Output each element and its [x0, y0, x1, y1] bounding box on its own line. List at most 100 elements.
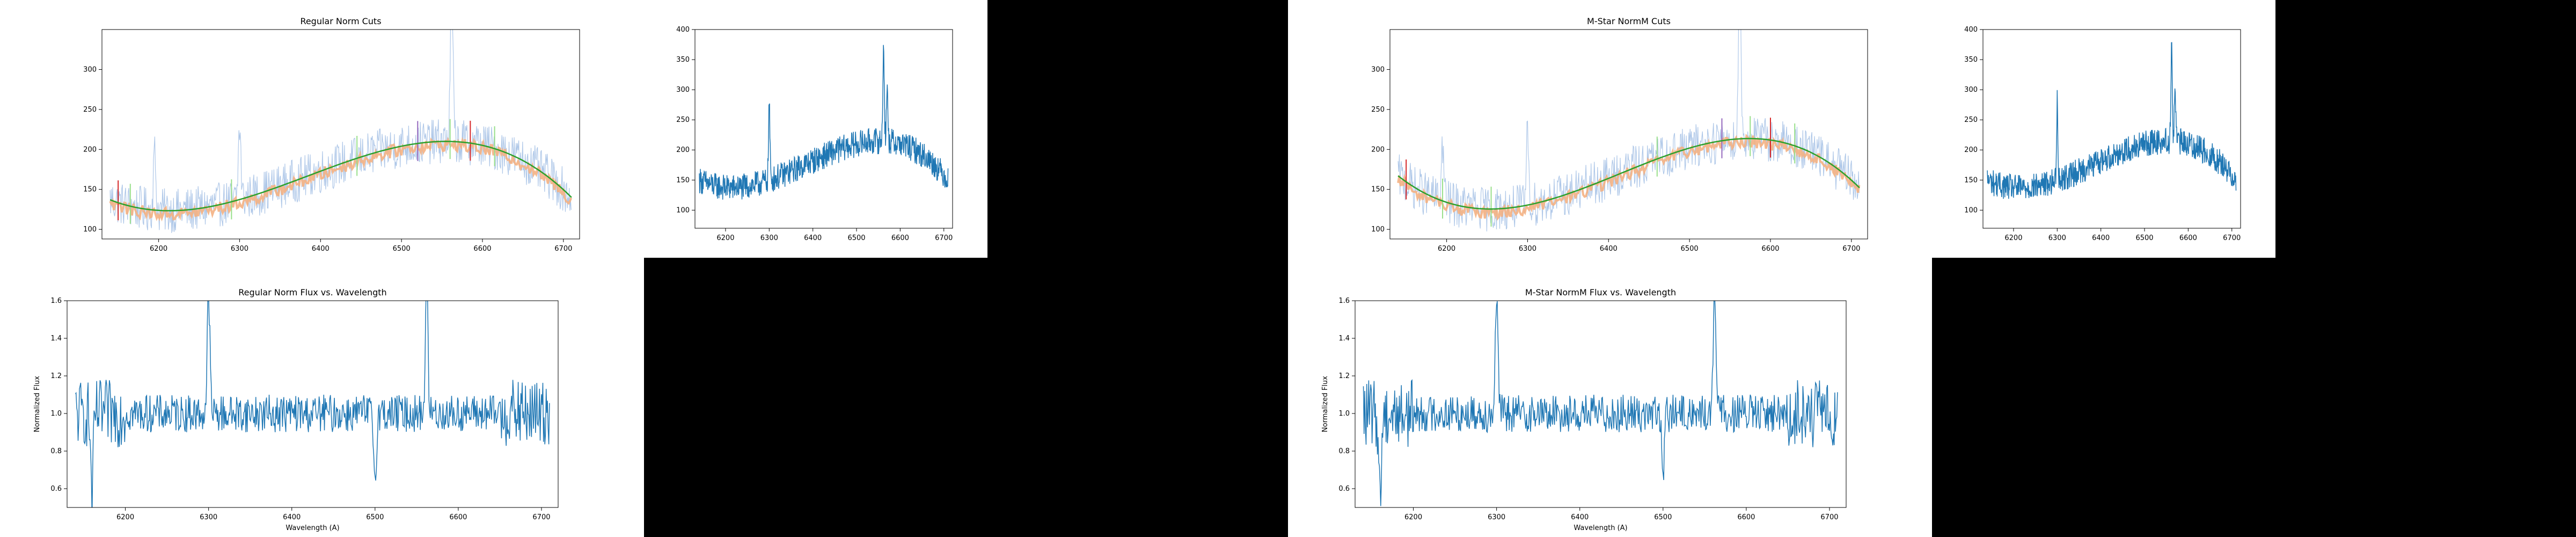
y-tick-label: 300: [1964, 86, 1978, 94]
chart-regular-norm-flux: 6200 6300 6400 6500 6600 6700 0.6 0.8 1.0 1.2 1.4 1…: [33, 287, 559, 532]
x-tick-label: 6400: [312, 245, 330, 253]
y-tick-label: 100: [1371, 226, 1385, 234]
plot-area: [75, 301, 550, 507]
y-tick-label: 150: [1964, 176, 1978, 184]
y-tick-label: 1.0: [50, 410, 62, 418]
y-tick-label: 350: [676, 56, 690, 64]
y-tick-label: 1.2: [1338, 372, 1350, 380]
chart-regular-flux-small: 6200 6300 6400 6500 6600 6700 100 150 200 250 300 3…: [676, 26, 953, 242]
chart-mstar-cuts: 6200 6300 6400 6500 6600 6700 100 150 200 250 300 M…: [1371, 16, 1868, 253]
y-tick-label: 0.8: [1338, 447, 1350, 455]
x-tick-label: 6500: [1654, 513, 1672, 521]
y-tick-label: 0.8: [50, 447, 62, 455]
raw-flux-line: [109, 30, 572, 233]
x-tick-label: 6600: [473, 245, 491, 253]
continuum-fit-line: [109, 141, 572, 212]
x-tick-label: 6500: [847, 234, 865, 242]
x-tick-label: 6600: [449, 513, 467, 521]
chart-regular-cuts: 6200 6300 6400 6500 6600 6700 100 150 200 250 300 R…: [83, 16, 580, 253]
x-tick-label: 6200: [1438, 245, 1455, 253]
axes-frame: [694, 29, 953, 229]
flux-line: [1987, 42, 2237, 199]
y-tick-label: 150: [676, 176, 690, 184]
plot-area: [1397, 30, 1861, 231]
y-tick-label: 300: [676, 86, 690, 94]
black-panel-bottom-center-left: [644, 258, 1288, 537]
axes-frame: [101, 29, 580, 240]
chart-title: Regular Norm Cuts: [300, 16, 381, 26]
y-tick-label: 400: [1964, 26, 1978, 34]
y-axis-label: Normalized Flux: [33, 376, 41, 432]
black-panel-bottom-right: [1932, 258, 2576, 537]
x-tick-label: 6200: [1404, 513, 1422, 521]
y-tick-label: 300: [1371, 66, 1385, 74]
chart-mstar-flux-small: 6200 6300 6400 6500 6600 6700 100 150 200 250 300 3…: [1964, 26, 2241, 242]
y-tick-label: 200: [1371, 146, 1385, 154]
x-tick-label: 6500: [366, 513, 384, 521]
y-tick-label: 250: [83, 106, 97, 114]
y-tick-label: 150: [83, 186, 97, 194]
y-tick-label: 250: [676, 116, 690, 124]
x-tick-label: 6300: [231, 245, 248, 253]
y-tick-label: 250: [1371, 106, 1385, 114]
y-tick-label: 350: [1964, 56, 1978, 64]
normalized-flux-line: [1363, 301, 1838, 506]
x-tick-label: 6700: [2223, 234, 2241, 242]
y-tick-label: 400: [676, 26, 690, 34]
x-tick-label: 6600: [1737, 513, 1755, 521]
chart-title: M-Star NormM Cuts: [1587, 16, 1671, 26]
y-tick-label: 1.4: [50, 335, 62, 343]
x-tick-label: 6200: [150, 245, 167, 253]
chart-mstar-norm-flux: 6200 6300 6400 6500 6600 6700 0.6 0.8 1.0 1.2 1.4 1…: [1321, 287, 1847, 532]
x-tick-label: 6600: [1761, 245, 1779, 253]
y-tick-label: 1.6: [1338, 297, 1350, 305]
x-tick-label: 6200: [116, 513, 134, 521]
y-tick-label: 250: [1964, 116, 1978, 124]
x-tick-label: 6500: [393, 245, 411, 253]
x-tick-label: 6700: [554, 245, 572, 253]
y-tick-label: 100: [676, 206, 690, 214]
smoothed-flux-line: [1397, 134, 1861, 221]
plot-area: [1987, 42, 2237, 199]
axes-frame: [1389, 29, 1868, 240]
y-tick-label: 0.6: [1338, 485, 1350, 493]
x-tick-label: 6700: [1820, 513, 1838, 521]
y-tick-label: 150: [1371, 186, 1385, 194]
x-tick-label: 6200: [716, 234, 734, 242]
y-tick-label: 0.6: [50, 485, 62, 493]
axes-frame: [1355, 300, 1847, 508]
continuum-fit-line: [1397, 137, 1860, 210]
y-axis-label: Normalized Flux: [1321, 376, 1329, 432]
y-tick-label: 1.4: [1338, 335, 1350, 343]
black-panel-top-left-right: [987, 0, 1288, 258]
x-axis-label: Wavelength (A): [1574, 524, 1627, 532]
y-tick-label: 200: [676, 146, 690, 154]
x-tick-label: 6600: [891, 234, 909, 242]
x-tick-label: 6300: [200, 513, 217, 521]
x-tick-label: 6200: [2004, 234, 2022, 242]
axes-frame: [1982, 29, 2241, 229]
x-tick-label: 6400: [1571, 513, 1589, 521]
plot-area: [1363, 301, 1838, 506]
flux-line: [699, 45, 949, 200]
x-tick-label: 6300: [1519, 245, 1536, 253]
y-tick-label: 100: [83, 226, 97, 234]
x-tick-label: 6700: [1842, 245, 1860, 253]
axes-frame: [67, 300, 559, 508]
x-tick-label: 6700: [532, 513, 550, 521]
black-panel-top-right: [2275, 0, 2576, 258]
chart-title: Regular Norm Flux vs. Wavelength: [238, 287, 386, 297]
x-tick-label: 6400: [2092, 234, 2110, 242]
y-tick-label: 1.0: [1338, 410, 1350, 418]
chart-title: M-Star NormM Flux vs. Wavelength: [1525, 287, 1676, 297]
x-tick-label: 6500: [2135, 234, 2153, 242]
plot-area: [109, 30, 573, 233]
x-tick-label: 6600: [2179, 234, 2197, 242]
y-tick-label: 300: [83, 66, 97, 74]
x-tick-label: 6300: [1488, 513, 1505, 521]
normalized-flux-line: [75, 301, 550, 507]
x-tick-label: 6400: [1600, 245, 1618, 253]
plot-area: [699, 45, 949, 200]
y-tick-label: 200: [83, 146, 97, 154]
